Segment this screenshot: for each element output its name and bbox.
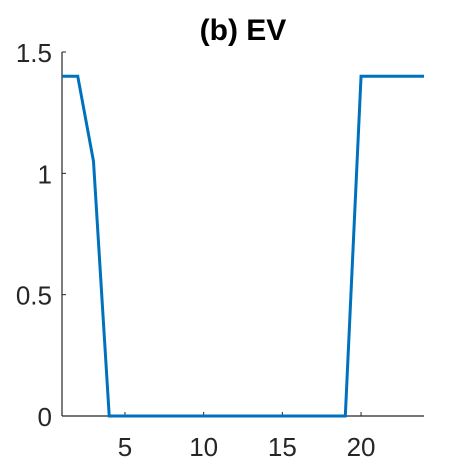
y-tick-label: 1 bbox=[38, 159, 52, 189]
series-layer bbox=[62, 74, 424, 418]
y-tick-label: 0 bbox=[38, 402, 52, 432]
y-tick-label: 1.5 bbox=[16, 38, 52, 68]
x-tick-label: 5 bbox=[118, 432, 132, 462]
y-ticks: 0 0.5 1 1.5 bbox=[16, 38, 66, 432]
axes bbox=[61, 52, 424, 417]
y-tick-label: 0.5 bbox=[16, 281, 52, 311]
x-tick-label: 10 bbox=[189, 432, 218, 462]
x-ticks: 5 10 15 20 bbox=[118, 412, 376, 462]
x-tick-label: 20 bbox=[347, 432, 376, 462]
series-line bbox=[62, 74, 424, 418]
x-tick-label: 15 bbox=[268, 432, 297, 462]
chart-title: (b) EV bbox=[200, 14, 287, 47]
